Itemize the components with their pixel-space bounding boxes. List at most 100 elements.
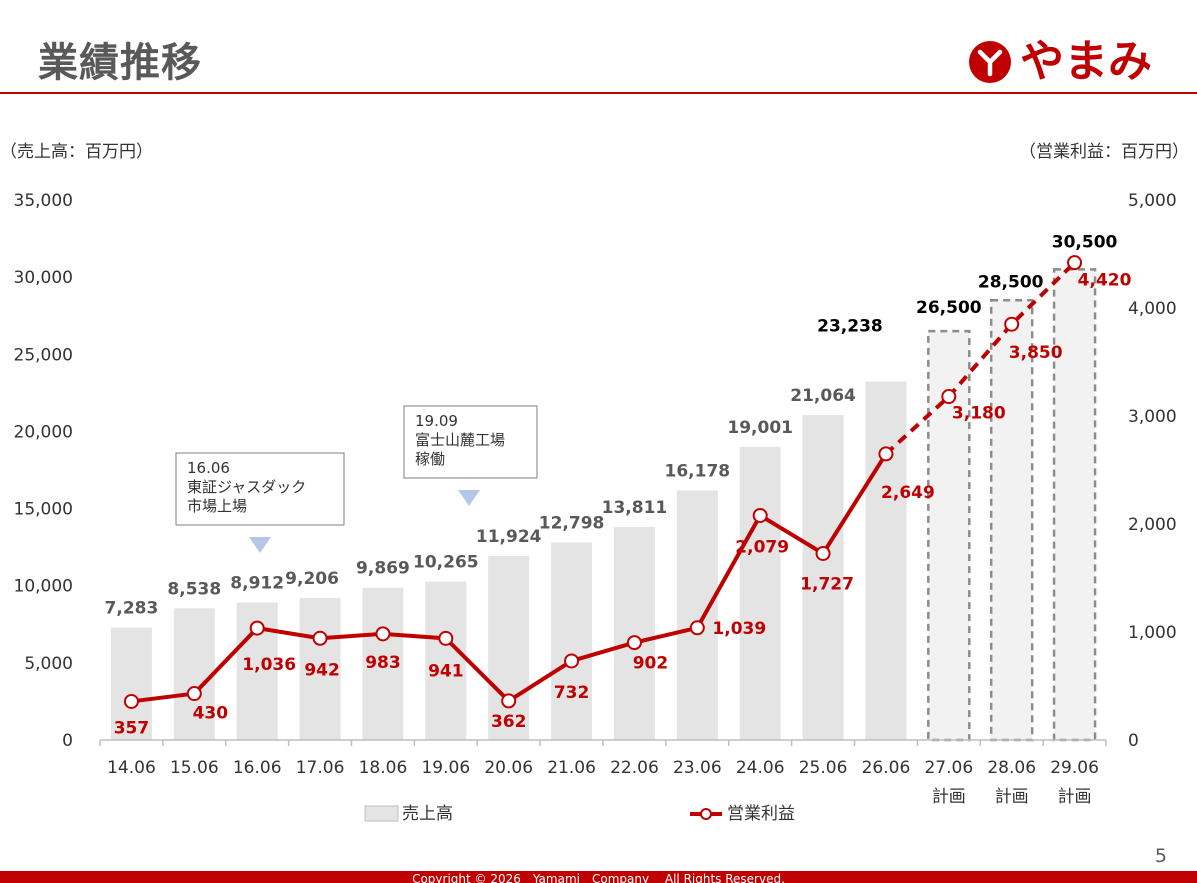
x-tick-label: 27.06 <box>924 758 973 778</box>
legend-sales-swatch <box>364 805 399 822</box>
sales-data-label: 9,869 <box>356 559 410 579</box>
y-left-tick-label: 35,000 <box>14 191 73 211</box>
annotation-text: 富士山麓工場 <box>415 431 505 449</box>
x-tick-label: 24.06 <box>736 758 785 778</box>
sales-bar <box>173 608 215 740</box>
sales-data-label: 8,912 <box>230 574 284 594</box>
op-profit-data-label: 362 <box>491 712 527 732</box>
y-left-tick-label: 20,000 <box>14 422 73 442</box>
op-profit-data-label: 941 <box>428 661 464 681</box>
op-profit-data-label: 902 <box>633 654 669 674</box>
op-profit-point <box>186 686 202 702</box>
y-right-tick-label: 5,000 <box>1128 191 1177 211</box>
op-profit-data-label: 430 <box>193 704 229 724</box>
x-tick-label: 20.06 <box>484 758 533 778</box>
op-profit-point <box>815 545 831 561</box>
footer-copyright: Copyright © 2026 Yamami Company All Righ… <box>412 872 785 883</box>
sales-data-label: 8,538 <box>167 579 221 599</box>
y-left-tick-label: 10,000 <box>14 577 73 597</box>
op-profit-point <box>689 620 705 636</box>
op-profit-point <box>438 630 454 646</box>
x-tick-label: 28.06 <box>987 758 1036 778</box>
annotation-text: 19.09 <box>415 412 458 430</box>
op-profit-data-label: 1,036 <box>242 655 296 675</box>
y-left-tick-label: 25,000 <box>14 345 73 365</box>
sales-data-label: 26,500 <box>916 298 982 318</box>
page-title: 業績推移 <box>38 40 202 86</box>
right-axis-unit: （営業利益：百万円） <box>1019 142 1189 162</box>
sales-bar <box>362 587 404 740</box>
y-right-tick-label: 0 <box>1128 731 1139 751</box>
header-divider <box>0 92 1197 94</box>
op-profit-point <box>375 626 391 642</box>
x-tick-label: 17.06 <box>296 758 345 778</box>
y-right-tick-label: 2,000 <box>1128 515 1177 535</box>
sales-bar <box>613 526 655 740</box>
y-right-tick-label: 4,000 <box>1128 299 1177 319</box>
sales-bar <box>739 446 781 740</box>
op-profit-data-label: 4,420 <box>1078 271 1132 291</box>
sales-bar <box>299 597 341 740</box>
legend-sales-label: 売上高 <box>402 804 453 824</box>
sales-data-label: 16,178 <box>665 461 731 481</box>
logo-text: やまみ <box>1020 36 1152 87</box>
op-profit-line-plan <box>884 261 1076 456</box>
x-tick-label: 15.06 <box>170 758 219 778</box>
sales-data-label: 28,500 <box>978 272 1044 292</box>
y-left-tick-label: 0 <box>62 731 73 751</box>
op-profit-point <box>501 693 517 709</box>
y-left-tick-label: 15,000 <box>14 500 73 520</box>
footer-bar: Copyright © 2026 Yamami Company All Righ… <box>0 871 1197 883</box>
x-tick-label: 25.06 <box>799 758 848 778</box>
op-profit-point <box>123 693 139 709</box>
op-profit-point <box>752 507 768 523</box>
annotation-box <box>403 405 538 479</box>
annotation-text: 東証ジャスダック <box>187 478 306 496</box>
y-left-tick-label: 5,000 <box>24 654 73 674</box>
sales-bar <box>488 556 530 740</box>
op-profit-point <box>312 630 328 646</box>
op-profit-data-label: 942 <box>304 660 340 680</box>
sales-bar-plan <box>1052 268 1097 742</box>
x-tick-label: 14.06 <box>107 758 156 778</box>
x-tick-label: 18.06 <box>359 758 408 778</box>
sales-data-label: 30,500 <box>1052 232 1118 252</box>
x-tick-sublabel: 計画 <box>995 787 1029 807</box>
legend-op-marker <box>700 808 712 820</box>
op-profit-data-label: 983 <box>365 653 401 673</box>
sales-bar <box>676 490 718 740</box>
x-tick-label: 23.06 <box>673 758 722 778</box>
op-profit-point <box>878 446 894 462</box>
x-tick-label: 29.06 <box>1050 758 1099 778</box>
op-profit-point <box>564 653 580 669</box>
sales-bar <box>802 415 844 740</box>
sales-data-label: 23,238 <box>817 316 883 336</box>
x-tick-label: 19.06 <box>421 758 470 778</box>
y-left-tick-label: 30,000 <box>14 268 73 288</box>
x-tick-label: 22.06 <box>610 758 659 778</box>
sales-data-label: 11,924 <box>476 527 542 547</box>
op-profit-data-label: 2,649 <box>881 483 935 503</box>
left-axis-unit: （売上高：百万円） <box>0 142 153 162</box>
op-profit-data-label: 732 <box>554 683 590 703</box>
op-profit-point <box>941 389 957 405</box>
x-tick-label: 16.06 <box>233 758 282 778</box>
sales-bar <box>551 542 593 740</box>
x-tick-label: 26.06 <box>862 758 911 778</box>
sales-data-label: 10,265 <box>413 553 479 573</box>
legend-op-label: 営業利益 <box>727 804 795 824</box>
op-profit-data-label: 3,850 <box>1009 343 1063 363</box>
sales-data-label: 12,798 <box>539 514 605 534</box>
x-tick-sublabel: 計画 <box>932 787 966 807</box>
annotation-box <box>175 452 345 526</box>
x-tick-sublabel: 計画 <box>1058 787 1092 807</box>
annotation-text: 稼働 <box>415 450 445 468</box>
performance-chart: 0 5,000 10,000 15,000 20,000 25,000 30,000 35,0… <box>14 191 1177 824</box>
op-profit-point <box>1004 316 1020 332</box>
y-right-tick-label: 1,000 <box>1128 623 1177 643</box>
company-logo: やまみ <box>968 36 1152 88</box>
annotation-text: 16.06 <box>187 459 230 477</box>
op-profit-point <box>249 620 265 636</box>
sales-bar <box>425 581 467 740</box>
op-profit-point <box>626 635 642 651</box>
